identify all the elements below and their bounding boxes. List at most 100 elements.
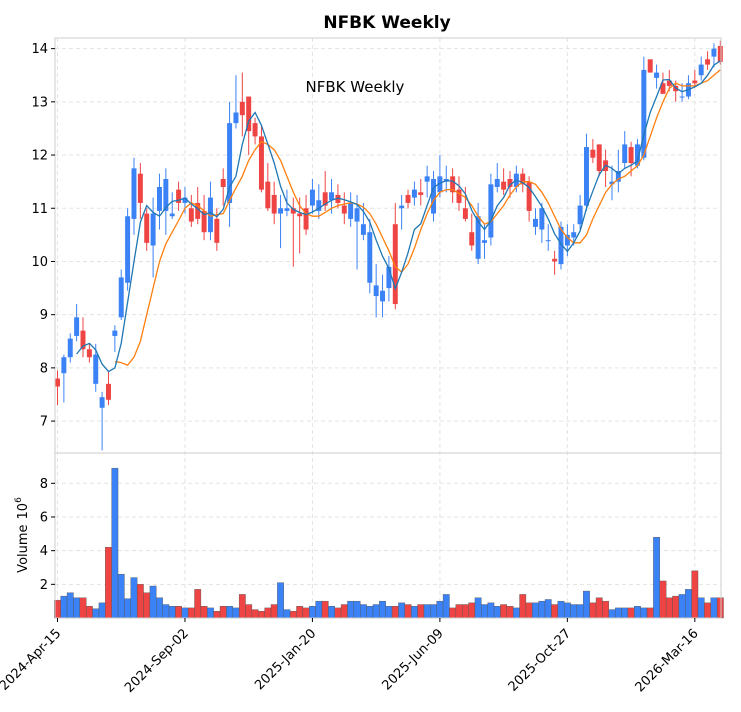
price-tick-label: 11	[31, 202, 48, 217]
candle-body	[526, 181, 532, 211]
candle-body	[67, 338, 73, 358]
candle-body	[55, 378, 60, 387]
candle-body	[106, 383, 111, 400]
volume-bar	[226, 606, 233, 619]
candle-body	[392, 224, 398, 305]
candle-body	[692, 80, 698, 84]
volume-bar	[232, 607, 240, 619]
candle-body	[201, 210, 207, 233]
candle-body	[156, 186, 162, 211]
candle-body	[137, 173, 143, 203]
volume-bar	[430, 604, 437, 619]
candle-body	[284, 208, 290, 211]
volume-bar	[360, 604, 367, 619]
volume-bar	[85, 606, 93, 619]
volume-bar	[347, 600, 355, 619]
candle-body	[609, 181, 615, 185]
candle-body	[507, 178, 513, 187]
price-grid	[55, 38, 721, 618]
volume-bar	[302, 607, 310, 619]
candle-body	[558, 226, 564, 265]
candle-body	[309, 189, 315, 206]
candlesticks	[55, 40, 723, 451]
candle-body	[163, 178, 169, 211]
candle-body	[220, 178, 226, 187]
candle-body	[125, 216, 131, 283]
volume-bar	[417, 604, 425, 619]
volume-bar	[398, 602, 406, 619]
candle-body	[462, 208, 468, 219]
volume-bar	[213, 611, 221, 619]
candle-body	[246, 96, 252, 132]
volume-bar	[391, 606, 399, 619]
volume-bar	[277, 582, 284, 619]
volume-bar	[672, 595, 680, 619]
volume-label-text: Volume	[16, 524, 31, 572]
candle-body	[329, 192, 335, 201]
candle-body	[169, 213, 175, 217]
candle-body	[252, 123, 258, 137]
candle-body	[131, 168, 137, 219]
candle-body	[86, 349, 92, 358]
candle-body	[335, 194, 341, 203]
volume-bar	[143, 592, 151, 619]
volume-bar	[372, 604, 380, 619]
slow-moving-average-line	[114, 69, 721, 366]
volume-bar	[245, 604, 253, 619]
price-tick-label: 9	[40, 308, 48, 323]
volume-bar	[621, 607, 629, 619]
candle-body	[698, 64, 704, 76]
volume-bar	[289, 611, 297, 619]
candle-body	[475, 216, 481, 259]
candle-body	[494, 178, 500, 187]
volume-bar	[544, 599, 552, 619]
candle-body	[74, 317, 80, 336]
candle-body	[176, 189, 182, 203]
candle-body	[641, 69, 647, 158]
candle-body	[583, 147, 589, 206]
volume-bar	[404, 604, 412, 619]
candle-body	[341, 205, 347, 214]
volume-bar	[238, 594, 246, 619]
volume-bar	[130, 577, 138, 619]
candle-body	[628, 147, 634, 164]
volume-bar	[583, 590, 590, 619]
candle-body	[717, 45, 723, 62]
price-tick-label: 10	[31, 255, 48, 270]
volume-bar	[187, 607, 195, 619]
candle-body	[195, 202, 201, 219]
candle-body	[564, 234, 570, 246]
volume-tick-label: 4	[40, 544, 48, 559]
price-tick-label: 12	[31, 149, 48, 164]
volume-bars	[54, 467, 724, 619]
volume-bar	[512, 607, 520, 619]
candle-body	[150, 213, 156, 246]
candle-body	[520, 173, 526, 185]
volume-bar	[506, 606, 514, 619]
volume-bar	[576, 604, 584, 619]
candle-body	[533, 218, 538, 227]
fast-moving-average-line	[76, 60, 721, 373]
volume-bar	[614, 607, 622, 619]
candle-body	[290, 208, 296, 214]
volume-bar	[79, 597, 87, 619]
candle-body	[424, 176, 430, 182]
volume-bar	[468, 602, 476, 619]
candle-body	[596, 144, 602, 172]
candle-body	[80, 330, 86, 350]
volume-bar	[634, 606, 641, 619]
candle-body	[373, 285, 379, 297]
volume-bar	[563, 602, 571, 619]
volume-bar	[98, 602, 106, 619]
candle-body	[666, 80, 672, 86]
volume-bar	[117, 574, 125, 619]
volume-bar	[557, 600, 565, 619]
volume-exponent-power: 6	[14, 497, 24, 503]
volume-bar	[627, 607, 635, 619]
volume-panel-frame	[54, 452, 722, 619]
volume-bar	[442, 594, 450, 619]
chart-title: NFBK Weekly	[323, 13, 450, 33]
candle-body	[354, 208, 360, 222]
volume-bar	[449, 607, 457, 619]
volume-bar	[455, 604, 463, 619]
